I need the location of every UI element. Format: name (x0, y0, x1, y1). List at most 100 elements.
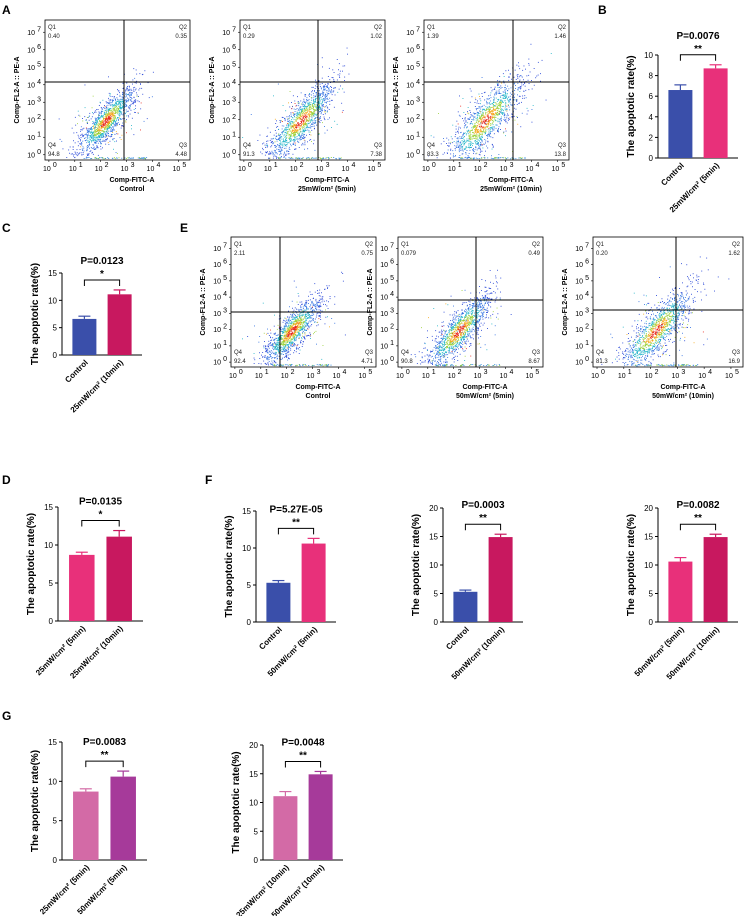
x-tick-exponent: 4 (156, 162, 160, 169)
category-label: Control (444, 625, 470, 651)
x-tick-label: 10 (358, 373, 366, 380)
y-tick-label: 15 (48, 269, 57, 278)
y-tick-label: 0 (434, 618, 439, 627)
quadrant-name-q3: Q3 (732, 350, 741, 356)
y-tick-label: 10 (213, 311, 221, 318)
x-tick-label: 10 (396, 373, 404, 380)
y-axis-label: The apoptotic rate(%) (231, 751, 242, 853)
quadrant-value-q1: 0.29 (243, 34, 255, 40)
y-tick-exponent: 4 (585, 291, 589, 298)
y-tick-label: 0 (649, 618, 654, 627)
y-tick-exponent: 0 (223, 356, 227, 363)
x-axis-label: Comp-FITC-A (660, 384, 705, 391)
y-tick-exponent: 3 (223, 307, 227, 314)
y-tick-exponent: 4 (223, 291, 227, 298)
quadrant-value-q3: 4.71 (361, 359, 373, 365)
panel-label-c: C (2, 221, 11, 235)
y-tick-label: 5 (434, 590, 439, 599)
x-tick-label: 10 (591, 373, 599, 380)
y-tick-label: 10 (48, 777, 57, 786)
x-tick-label: 10 (238, 166, 246, 173)
plot-title: 50mW/cm² (10min) (652, 393, 714, 400)
x-tick-exponent: 4 (351, 162, 355, 169)
x-tick-label: 10 (422, 373, 430, 380)
y-tick-label: 10 (575, 343, 583, 350)
y-tick-label: 10 (222, 135, 230, 142)
bar (266, 582, 291, 622)
y-tick-label: 15 (429, 533, 438, 542)
x-tick-label: 10 (307, 373, 315, 380)
quadrant-name-q1: Q1 (243, 25, 252, 31)
y-tick-label: 10 (380, 311, 388, 318)
y-tick-label: 15 (249, 770, 258, 779)
y-tick-label: 6 (649, 92, 654, 101)
x-axis-label: Comp-FITC-A (488, 177, 533, 184)
quadrant-value-q2: 0.49 (528, 251, 540, 257)
y-tick-exponent: 1 (390, 340, 394, 347)
y-tick-exponent: 5 (37, 61, 41, 68)
y-tick-label: 10 (222, 65, 230, 72)
x-tick-exponent: 2 (655, 369, 659, 376)
x-tick-exponent: 1 (79, 162, 83, 169)
x-tick-label: 10 (698, 373, 706, 380)
y-tick-label: 10 (27, 82, 35, 89)
x-tick-exponent: 5 (368, 369, 372, 376)
y-tick-label: 10 (380, 278, 388, 285)
quadrant-value-q1: 0.40 (48, 34, 60, 40)
y-tick-label: 10 (249, 799, 258, 808)
x-tick-label: 10 (290, 166, 298, 173)
x-tick-exponent: 0 (601, 369, 605, 376)
quadrant-name-q4: Q4 (243, 143, 252, 149)
x-tick-exponent: 3 (681, 369, 685, 376)
x-tick-exponent: 4 (509, 369, 513, 376)
y-tick-label: 10 (222, 152, 230, 159)
y-tick-label: 5 (649, 590, 654, 599)
x-tick-label: 10 (422, 166, 430, 173)
x-tick-label: 10 (474, 373, 482, 380)
x-axis-label: Comp-FITC-A (462, 384, 507, 391)
category-label: Control (63, 358, 89, 384)
y-tick-label: 10 (380, 295, 388, 302)
y-tick-exponent: 3 (232, 96, 236, 103)
quadrant-name-q1: Q1 (596, 242, 605, 248)
y-tick-exponent: 7 (232, 26, 236, 33)
y-tick-label: 10 (27, 47, 35, 54)
p-value-title: P=0.0048 (281, 737, 325, 748)
y-tick-exponent: 1 (585, 340, 589, 347)
x-tick-label: 10 (333, 373, 341, 380)
x-tick-label: 10 (95, 166, 103, 173)
x-tick-exponent: 0 (239, 369, 243, 376)
x-tick-label: 10 (551, 166, 559, 173)
significance-stars: ** (694, 44, 702, 55)
quadrant-value-q1: 0.20 (596, 251, 608, 257)
y-tick-label: 10 (213, 295, 221, 302)
quadrant-value-q4: 91.3 (243, 152, 255, 158)
quadrant-name-q3: Q3 (365, 350, 374, 356)
y-tick-exponent: 5 (232, 61, 236, 68)
significance-stars: ** (694, 513, 702, 524)
x-tick-exponent: 3 (131, 162, 135, 169)
x-tick-exponent: 5 (735, 369, 739, 376)
y-tick-exponent: 5 (585, 275, 589, 282)
x-tick-exponent: 0 (406, 369, 410, 376)
flow-frame (239, 19, 386, 161)
x-axis-label: Comp-FITC-A (304, 177, 349, 184)
bar (488, 537, 513, 622)
y-tick-label: 10 (213, 262, 221, 269)
x-tick-label: 10 (69, 166, 77, 173)
plot-title: Control (306, 393, 331, 400)
significance-stars: ** (101, 750, 109, 761)
significance-bracket (679, 523, 717, 531)
x-axis-label: Comp-FITC-A (109, 177, 154, 184)
x-tick-label: 10 (147, 166, 155, 173)
bar (72, 318, 97, 355)
x-tick-exponent: 4 (342, 369, 346, 376)
x-tick-exponent: 1 (458, 162, 462, 169)
x-tick-label: 10 (255, 373, 263, 380)
y-tick-label: 5 (49, 579, 54, 588)
y-tick-exponent: 5 (416, 61, 420, 68)
